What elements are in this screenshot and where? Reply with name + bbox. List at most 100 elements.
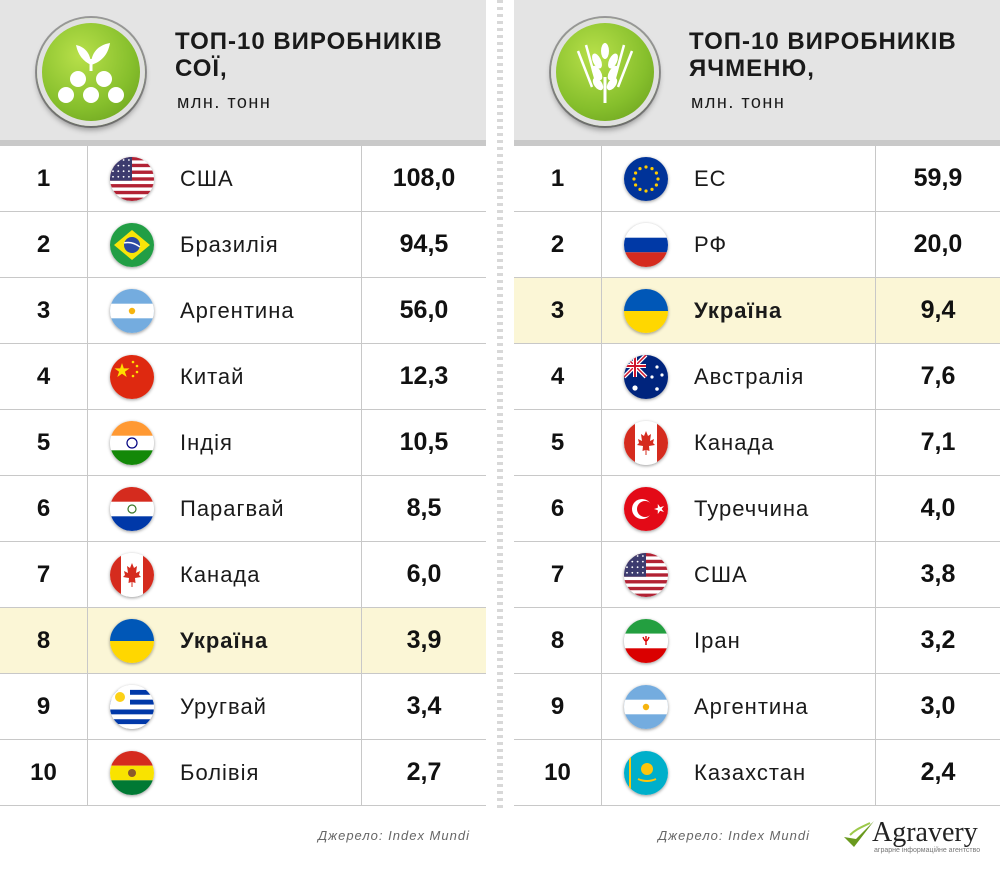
soy-beans-icon	[37, 18, 145, 126]
row-value: 10,5	[361, 410, 486, 475]
row-country: Туреччина	[694, 496, 810, 521]
table-row: 7 Канада 6,0	[0, 542, 486, 608]
table-row: 1 ЕС 59,9	[514, 146, 1000, 212]
barley-title-line1: ТОП-10 ВИРОБНИКІВ	[689, 28, 957, 55]
row-rank: 9	[514, 674, 602, 739]
row-country: РФ	[694, 232, 728, 257]
kazakhstan-flag-icon	[624, 751, 668, 795]
india-flag-icon	[110, 421, 154, 465]
australia-flag-icon	[624, 355, 668, 399]
soy-header: ТОП-10 ВИРОБНИКІВ СОЇ, млн. тонн	[0, 0, 486, 146]
row-rank: 5	[514, 410, 602, 475]
barley-header: ТОП-10 ВИРОБНИКІВ ЯЧМЕНЮ, млн. тонн	[514, 0, 1000, 146]
barley-panel: ТОП-10 ВИРОБНИКІВ ЯЧМЕНЮ, млн. тонн 1 ЕС 5…	[514, 0, 1000, 806]
row-country: Казахстан	[694, 760, 807, 785]
row-rank: 9	[0, 674, 88, 739]
row-value: 9,4	[875, 278, 1000, 343]
table-row: 4 Австралія 7,6	[514, 344, 1000, 410]
row-rank: 2	[0, 212, 88, 277]
row-value: 3,2	[875, 608, 1000, 673]
usa-flag-icon	[624, 553, 668, 597]
panel-divider	[489, 0, 511, 810]
table-row: 2 Бразилія 94,5	[0, 212, 486, 278]
uruguay-flag-icon	[110, 685, 154, 729]
table-row: 5 Канада 7,1	[514, 410, 1000, 476]
table-row: 8 Іран 3,2	[514, 608, 1000, 674]
table-row: 5 Індія 10,5	[0, 410, 486, 476]
row-value: 12,3	[361, 344, 486, 409]
usa-flag-icon	[110, 157, 154, 201]
row-country: Аргентина	[694, 694, 809, 719]
row-country: Канада	[180, 562, 261, 587]
barley-table: 1 ЕС 59,9 2 РФ 20,0 3 Україна 9,4 4 Австралія 7,6 5 К…	[514, 146, 1000, 806]
iran-flag-icon	[624, 619, 668, 663]
brand-logo[interactable]: Agravery аграрне інформаційне агентство	[842, 815, 998, 859]
barley-title-line2: ЯЧМЕНЮ,	[689, 55, 815, 82]
row-country: Австралія	[694, 364, 805, 389]
soy-source: Джерело: Index Mundi	[318, 828, 470, 843]
table-row: 9 Аргентина 3,0	[514, 674, 1000, 740]
russia-flag-icon	[624, 223, 668, 267]
turkey-flag-icon	[624, 487, 668, 531]
row-country: Індія	[180, 430, 233, 455]
ukraine-flag-icon	[624, 289, 668, 333]
row-rank: 8	[0, 608, 88, 673]
row-value: 59,9	[875, 146, 1000, 211]
row-country: Болівія	[180, 760, 260, 785]
ukraine-flag-icon	[110, 619, 154, 663]
row-value: 6,0	[361, 542, 486, 607]
argentina-flag-icon	[624, 685, 668, 729]
row-country: Уругвай	[180, 694, 267, 719]
table-row: 4 Китай 12,3	[0, 344, 486, 410]
row-country: Іран	[694, 628, 741, 653]
table-row: 3 Аргентина 56,0	[0, 278, 486, 344]
soy-table: 1 США 108,0 2 Бразилія 94,5 3 Аргентина 56,0 4 Кит…	[0, 146, 486, 806]
row-country: США	[694, 562, 748, 587]
row-country: ЕС	[694, 166, 727, 191]
row-rank: 4	[0, 344, 88, 409]
soy-unit: млн. тонн	[177, 92, 272, 112]
row-value: 20,0	[875, 212, 1000, 277]
row-rank: 1	[514, 146, 602, 211]
table-row: 6 Парагвай 8,5	[0, 476, 486, 542]
table-row: 10 Болівія 2,7	[0, 740, 486, 806]
table-row: 10 Казахстан 2,4	[514, 740, 1000, 806]
row-rank: 6	[514, 476, 602, 541]
soy-panel: ТОП-10 ВИРОБНИКІВ СОЇ, млн. тонн 1 США 108…	[0, 0, 486, 806]
checkmark-leaf-icon	[844, 821, 874, 847]
row-value: 3,0	[875, 674, 1000, 739]
soy-title-line2: СОЇ,	[175, 55, 228, 82]
argentina-flag-icon	[110, 289, 154, 333]
row-value: 7,1	[875, 410, 1000, 475]
barley-unit: млн. тонн	[691, 92, 786, 112]
barley-title: ТОП-10 ВИРОБНИКІВ ЯЧМЕНЮ,	[689, 28, 957, 82]
paraguay-flag-icon	[110, 487, 154, 531]
row-value: 2,7	[361, 740, 486, 805]
row-country: Аргентина	[180, 298, 295, 323]
eu-flag-icon	[624, 157, 668, 201]
row-value: 8,5	[361, 476, 486, 541]
row-country: Китай	[180, 364, 245, 389]
row-country: Парагвай	[180, 496, 285, 521]
row-country: Канада	[694, 430, 775, 455]
row-value: 94,5	[361, 212, 486, 277]
barley-source: Джерело: Index Mundi	[658, 828, 810, 843]
row-rank: 7	[0, 542, 88, 607]
row-value: 108,0	[361, 146, 486, 211]
row-value: 56,0	[361, 278, 486, 343]
brand-name: Agravery	[872, 817, 978, 848]
row-country: Бразилія	[180, 232, 279, 257]
row-country: Україна	[694, 298, 783, 323]
row-rank: 3	[0, 278, 88, 343]
table-row: 8 Україна 3,9	[0, 608, 486, 674]
row-rank: 2	[514, 212, 602, 277]
row-rank: 1	[0, 146, 88, 211]
table-row: 7 США 3,8	[514, 542, 1000, 608]
brand-tagline: аграрне інформаційне агентство	[874, 847, 981, 854]
row-value: 3,9	[361, 608, 486, 673]
row-country: США	[180, 166, 234, 191]
row-value: 3,8	[875, 542, 1000, 607]
table-row: 2 РФ 20,0	[514, 212, 1000, 278]
row-rank: 10	[0, 740, 88, 805]
canada-flag-icon	[110, 553, 154, 597]
